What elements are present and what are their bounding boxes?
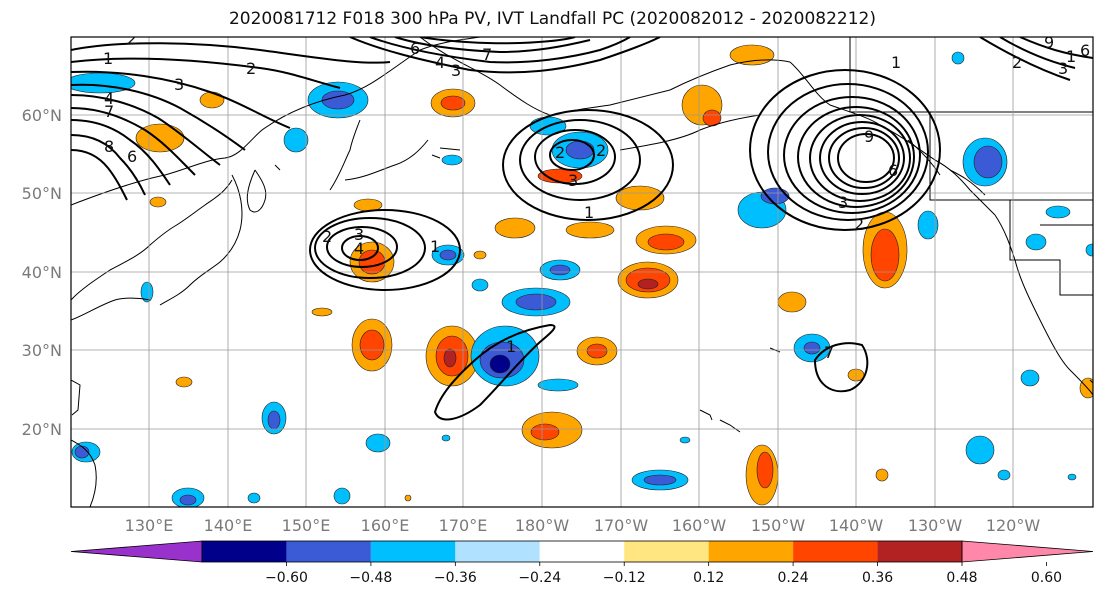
map-title: 2020081712 F018 300 hPa PV, IVT Landfall… — [228, 9, 876, 29]
contour-label: 6 — [127, 147, 137, 166]
contour-label: 9 — [1044, 33, 1054, 52]
contour-labels: 2 1 3 2 4 7 6 8 6 4 3 7 2 3 2 1 3 4 1 2 … — [103, 29, 1090, 362]
contour-label: 4 — [104, 89, 114, 108]
colorbar-segment — [286, 541, 371, 562]
lon-label: 140°W — [829, 516, 884, 535]
colorbar-tick-label: 0.12 — [693, 570, 724, 586]
contour-label: 3 — [174, 75, 184, 94]
contour-label: 1 — [506, 337, 516, 356]
lon-label: 180°W — [515, 516, 570, 535]
map-frame — [70, 36, 1094, 508]
lat-label: 20°N — [22, 420, 62, 439]
latitude-labels: 60°N 50°N 40°N 30°N 20°N — [22, 106, 62, 439]
contour-label: 1 — [430, 237, 440, 256]
lon-label: 150°E — [282, 516, 331, 535]
lat-label: 50°N — [22, 184, 62, 203]
colorbar-segment — [370, 541, 456, 562]
lat-label: 40°N — [22, 263, 62, 282]
colorbar-tick-label: 0.60 — [1031, 570, 1062, 586]
contour-label: 3 — [451, 61, 461, 80]
colorbar-segment — [877, 541, 962, 562]
colorbar-segment — [202, 541, 287, 562]
lon-label: 160°E — [361, 516, 410, 535]
contour-label: 2 — [854, 215, 864, 234]
colorbar-tick-label: −0.48 — [349, 570, 392, 586]
lat-label: 60°N — [22, 106, 62, 125]
ivt-anomaly-shading — [71, 44, 1093, 507]
contour-label: 2 — [127, 29, 137, 48]
lon-label: 170°W — [594, 516, 649, 535]
contour-label: 7 — [824, 343, 834, 362]
contour-label: 2 — [322, 227, 332, 246]
contour-label: 4 — [354, 239, 364, 258]
contour-label: 8 — [104, 137, 114, 156]
contour-label: 2 — [596, 141, 606, 160]
colorbar-tick-label: −0.60 — [265, 570, 308, 586]
contour-label: 1 — [103, 49, 113, 68]
contour-label: 1 — [1066, 47, 1076, 66]
lon-label: 150°W — [751, 516, 806, 535]
colorbar-tick-label: −0.36 — [434, 570, 477, 586]
colorbar-tick-label: 0.36 — [862, 570, 893, 586]
colorbar-tick-label: 0.48 — [946, 570, 977, 586]
colorbar-extend-low — [70, 540, 203, 563]
contour-label: 3 — [838, 193, 848, 212]
colorbar-extend-high — [961, 540, 1094, 563]
lon-label: 130°E — [125, 516, 174, 535]
contour-label: 3 — [1058, 59, 1068, 78]
contour-label: 2 — [555, 143, 565, 162]
contour-label: 3 — [354, 225, 364, 244]
contour-label: 9 — [864, 127, 874, 146]
contour-label: 2 — [246, 59, 256, 78]
contour-label: 7 — [104, 102, 114, 121]
lat-label: 30°N — [22, 341, 62, 360]
contour-label: 6 — [888, 161, 898, 180]
lon-label: 140°E — [204, 516, 253, 535]
contour-label: 7 — [482, 45, 492, 64]
lon-label: 170°E — [439, 516, 488, 535]
colorbar-segment — [624, 541, 709, 562]
lon-label: 120°W — [986, 516, 1041, 535]
colorbar-segment — [539, 541, 625, 562]
contour-label: 3 — [568, 171, 578, 190]
contour-label: 1 — [891, 53, 901, 72]
colorbar-segment — [708, 541, 794, 562]
colorbar-tick-label: 0.24 — [778, 570, 809, 586]
colorbar-tick-label: −0.24 — [518, 570, 561, 586]
colorbar-segment — [455, 541, 540, 562]
colorbar-tick-label: −0.12 — [603, 570, 646, 586]
pv-contours — [71, 37, 1093, 421]
contour-label: 6 — [410, 39, 420, 58]
lon-label: 130°W — [908, 516, 963, 535]
contour-label: 1 — [584, 203, 594, 222]
contour-label: 6 — [1080, 41, 1090, 60]
lon-label: 160°W — [672, 516, 727, 535]
colorbar-segment — [793, 541, 878, 562]
colorbar-outline — [201, 540, 963, 563]
longitude-labels: 130°E 140°E 150°E 160°E 170°E 180°W 170°… — [125, 516, 1041, 535]
contour-label: 4 — [435, 53, 445, 72]
contour-label: 2 — [1012, 53, 1022, 72]
